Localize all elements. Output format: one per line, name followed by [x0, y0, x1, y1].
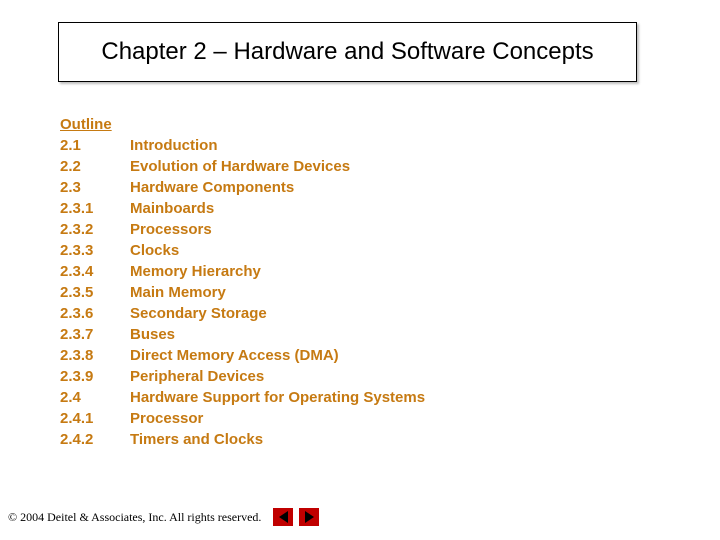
outline-num: 2.4.1	[60, 408, 130, 429]
arrow-right-icon	[305, 511, 314, 523]
outline-num: 2.3.4	[60, 261, 130, 282]
outline-title: Timers and Clocks	[130, 431, 263, 448]
outline-num: 2.3.8	[60, 345, 130, 366]
outline-num: 2.4	[60, 387, 130, 408]
outline-item: 2.3.9Peripheral Devices	[60, 366, 425, 387]
outline-num: 2.3.6	[60, 303, 130, 324]
next-button[interactable]	[299, 508, 319, 526]
nav-buttons	[273, 508, 319, 526]
outline-item: 2.3.7Buses	[60, 324, 425, 345]
outline-title: Evolution of Hardware Devices	[130, 158, 350, 175]
outline-item: 2.1Introduction	[60, 135, 425, 156]
outline-num: 2.4.2	[60, 429, 130, 450]
outline-item: 2.3Hardware Components	[60, 177, 425, 198]
outline-num: 2.3.2	[60, 219, 130, 240]
outline-heading: Outline	[60, 114, 425, 135]
outline-num: 2.3.1	[60, 198, 130, 219]
outline-block: Outline 2.1Introduction 2.2Evolution of …	[60, 114, 425, 450]
outline-title: Processor	[130, 410, 203, 427]
chapter-title: Chapter 2 – Hardware and Software Concep…	[101, 38, 593, 66]
outline-item: 2.3.3Clocks	[60, 240, 425, 261]
outline-num: 2.3.5	[60, 282, 130, 303]
outline-title: Hardware Components	[130, 179, 294, 196]
outline-num: 2.2	[60, 156, 130, 177]
outline-num: 2.3.3	[60, 240, 130, 261]
outline-num: 2.3.7	[60, 324, 130, 345]
outline-title: Processors	[130, 221, 212, 238]
outline-item: 2.2Evolution of Hardware Devices	[60, 156, 425, 177]
outline-num: 2.1	[60, 135, 130, 156]
outline-item: 2.4Hardware Support for Operating System…	[60, 387, 425, 408]
outline-item: 2.4.1Processor	[60, 408, 425, 429]
outline-title: Main Memory	[130, 284, 226, 301]
outline-title: Buses	[130, 326, 175, 343]
outline-title: Secondary Storage	[130, 305, 267, 322]
outline-title: Hardware Support for Operating Systems	[130, 389, 425, 406]
outline-item: 2.3.4Memory Hierarchy	[60, 261, 425, 282]
outline-item: 2.3.5Main Memory	[60, 282, 425, 303]
prev-button[interactable]	[273, 508, 293, 526]
outline-title: Clocks	[130, 242, 179, 259]
outline-item: 2.3.6Secondary Storage	[60, 303, 425, 324]
arrow-left-icon	[279, 511, 288, 523]
copyright-text: © 2004 Deitel & Associates, Inc. All rig…	[8, 510, 261, 525]
footer: © 2004 Deitel & Associates, Inc. All rig…	[8, 508, 319, 526]
outline-title: Direct Memory Access (DMA)	[130, 347, 339, 364]
outline-title: Peripheral Devices	[130, 368, 264, 385]
outline-title: Mainboards	[130, 200, 214, 217]
outline-num: 2.3	[60, 177, 130, 198]
outline-item: 2.4.2Timers and Clocks	[60, 429, 425, 450]
outline-num: 2.3.9	[60, 366, 130, 387]
outline-item: 2.3.2Processors	[60, 219, 425, 240]
outline-title: Memory Hierarchy	[130, 263, 261, 280]
outline-title: Introduction	[130, 137, 217, 154]
chapter-title-box: Chapter 2 – Hardware and Software Concep…	[58, 22, 637, 82]
outline-item: 2.3.1Mainboards	[60, 198, 425, 219]
outline-item: 2.3.8Direct Memory Access (DMA)	[60, 345, 425, 366]
